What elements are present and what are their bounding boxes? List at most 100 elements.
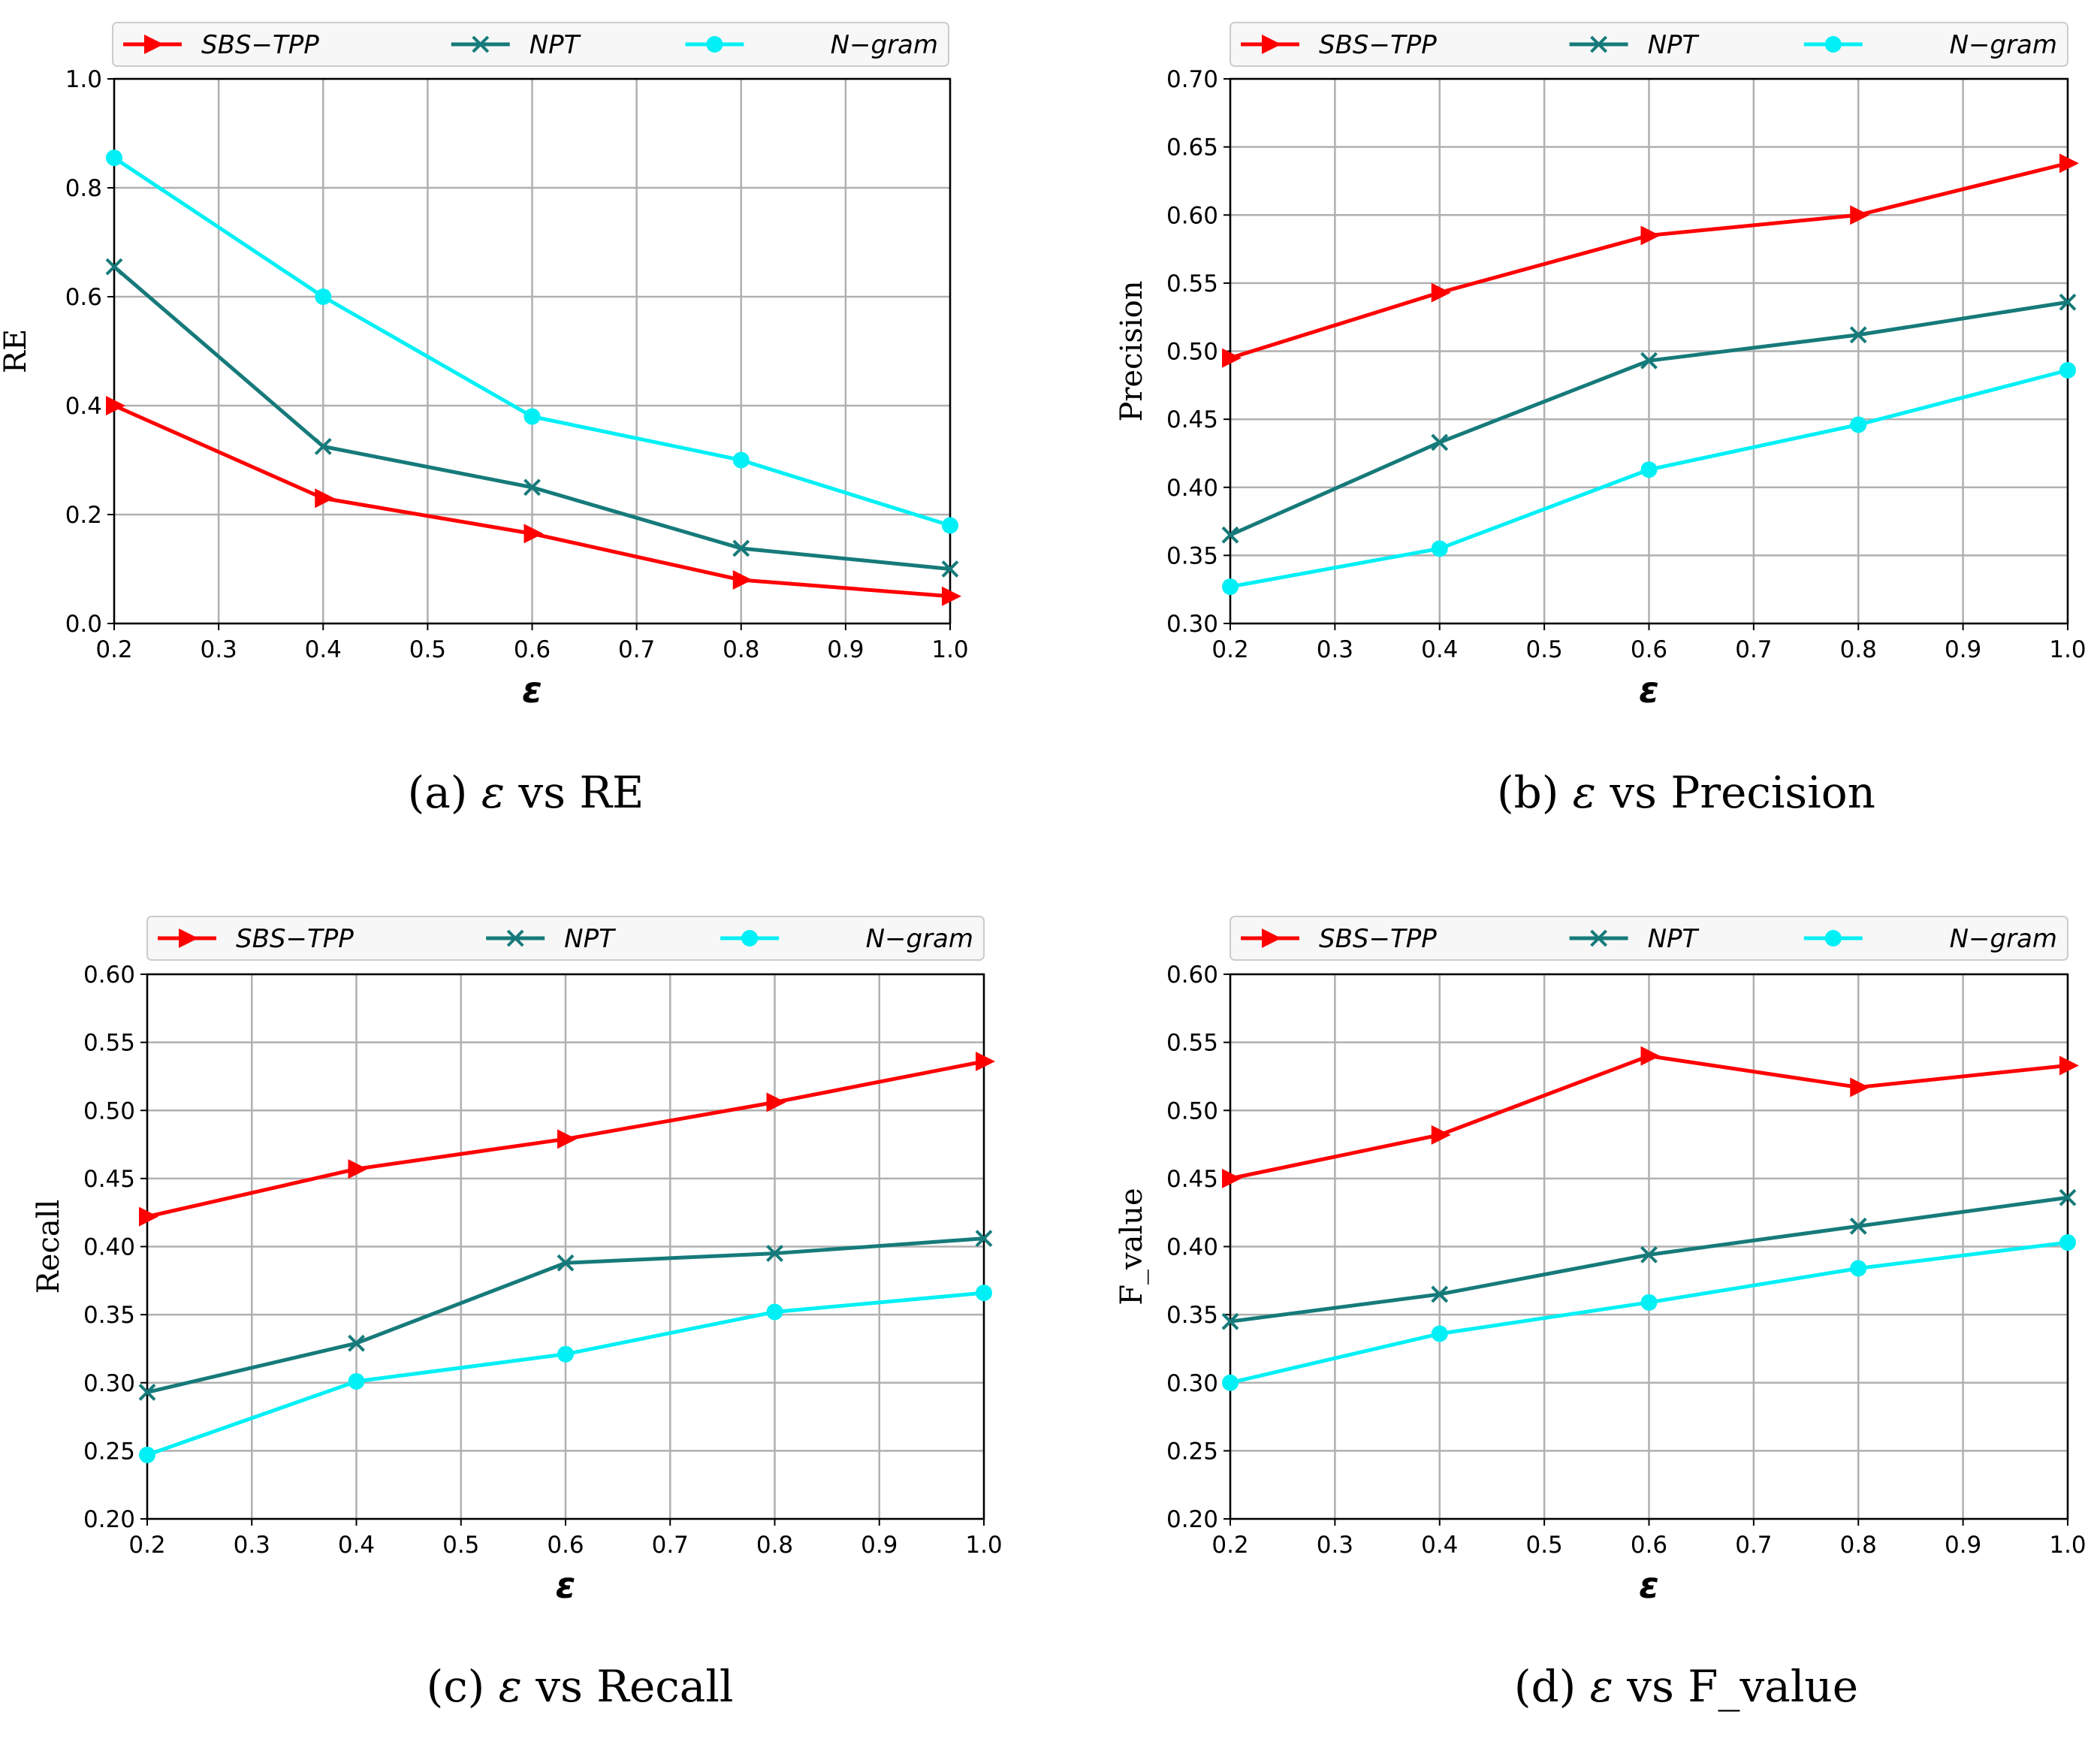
data-point-2 (942, 517, 958, 534)
y-tick-label: 0.55 (1166, 1030, 1218, 1057)
x-tick-label: 0.2 (1211, 1532, 1248, 1559)
data-point-2 (557, 1345, 574, 1363)
y-tick-label: 0.40 (1166, 1234, 1218, 1261)
data-point-0 (732, 570, 753, 590)
data-point-2 (1850, 416, 1867, 433)
data-point-0 (557, 1129, 577, 1149)
y-tick-label: 0.30 (83, 1370, 135, 1397)
legend-marker-0 (144, 35, 164, 54)
y-tick-label: 0.2 (65, 502, 102, 529)
x-tick-label: 0.2 (95, 636, 132, 663)
data-point-2 (139, 1446, 155, 1463)
legend-label-0: SBS−TPP (1319, 30, 1437, 60)
data-point-1 (523, 479, 541, 497)
y-tick-label: 0.25 (1166, 1438, 1218, 1465)
data-point-0 (942, 586, 961, 606)
x-tick-label: 1.0 (931, 636, 968, 663)
data-point-0 (1222, 1168, 1242, 1188)
data-point-2 (1222, 1374, 1239, 1391)
x-tick-label: 0.3 (1317, 636, 1353, 663)
y-tick-label: 0.45 (1166, 406, 1218, 433)
x-tick-label: 0.4 (305, 636, 342, 663)
legend-box (146, 916, 985, 961)
x-tick-label: 0.6 (547, 1532, 584, 1559)
legend-box (1230, 916, 2068, 961)
data-point-1 (1221, 526, 1239, 544)
data-point-0 (1850, 205, 1870, 225)
y-tick-label: 0.25 (83, 1438, 135, 1465)
y-tick-label: 0.60 (1166, 962, 1218, 989)
legend-marker-1 (472, 35, 490, 53)
y-tick-label: 0.20 (1166, 1506, 1218, 1533)
data-point-1 (1849, 326, 1867, 344)
x-tick-label: 0.8 (1840, 636, 1877, 663)
data-point-2 (106, 149, 122, 167)
y-tick-label: 0.60 (1166, 202, 1218, 229)
data-point-0 (1431, 1125, 1451, 1145)
y-axis-label: F_value (1115, 1188, 1149, 1305)
legend-marker-0 (1262, 35, 1281, 54)
data-point-1 (941, 560, 959, 578)
data-point-2 (1222, 578, 1239, 596)
panel-caption: (d) ε vs F_value (1514, 1661, 1858, 1712)
data-point-1 (138, 1384, 156, 1401)
data-point-1 (1221, 1312, 1239, 1330)
data-point-1 (2059, 1188, 2077, 1206)
legend: SBS−TPP NPT N−gram (1230, 22, 2068, 67)
x-tick-label: 0.6 (1631, 1532, 1667, 1559)
x-tick-label: 0.9 (861, 1532, 898, 1559)
y-tick-label: 0.35 (1166, 542, 1218, 569)
data-point-0 (348, 1159, 368, 1179)
x-tick-label: 0.9 (1945, 636, 1981, 663)
x-tick-label: 1.0 (2049, 636, 2086, 663)
data-point-0 (766, 1092, 786, 1113)
legend-label-1: NPT (1648, 924, 1700, 954)
x-tick-label: 0.9 (827, 636, 864, 663)
y-tick-label: 0.50 (1166, 339, 1218, 366)
y-tick-label: 0.4 (65, 393, 102, 420)
legend-label-2: N−gram (1950, 924, 2057, 954)
x-tick-label: 0.4 (338, 1532, 375, 1559)
y-tick-label: 0.65 (1166, 134, 1218, 162)
y-tick-label: 0.20 (83, 1506, 135, 1533)
data-point-1 (975, 1230, 993, 1248)
x-tick-label: 0.7 (618, 636, 655, 663)
legend-box (112, 22, 949, 67)
x-tick-label: 0.4 (1421, 1532, 1458, 1559)
x-tick-label: 1.0 (965, 1532, 1002, 1559)
data-point-0 (2059, 153, 2079, 174)
x-tick-label: 0.7 (652, 1532, 689, 1559)
legend-marker-2 (1824, 36, 1842, 53)
legend-label-0: SBS−TPP (1319, 924, 1437, 954)
x-tick-label: 0.6 (1631, 636, 1667, 663)
legend-box (1230, 22, 2068, 67)
data-point-1 (732, 539, 750, 557)
panel-c: 0.2 0.3 0.4 0.5 0.6 0.7 0.8 0.9 1.0 0.20 0.25 0.30 0… (32, 916, 1003, 1712)
y-tick-label: 0.40 (83, 1234, 135, 1261)
data-point-2 (1640, 461, 1658, 479)
data-point-1 (2059, 293, 2077, 311)
data-point-2 (976, 1285, 992, 1302)
data-point-0 (1850, 1077, 1870, 1097)
panel-caption: (b) ε vs Precision (1497, 767, 1875, 818)
legend-marker-1 (1590, 35, 1607, 53)
y-tick-label: 0.45 (83, 1166, 135, 1193)
panel-caption: (a) ε vs RE (408, 767, 644, 818)
data-point-2 (1640, 1294, 1658, 1311)
legend-label-2: N−gram (1950, 30, 2057, 60)
legend-label-1: NPT (564, 924, 616, 954)
panel-caption: (c) ε vs Recall (427, 1661, 734, 1712)
legend-marker-1 (1590, 929, 1607, 947)
y-tick-label: 0.6 (65, 284, 102, 311)
y-tick-label: 0.8 (65, 175, 102, 202)
x-tick-label: 0.8 (1840, 1532, 1877, 1559)
data-point-0 (523, 524, 544, 544)
data-point-2 (523, 408, 541, 425)
y-axis-label: RE (0, 329, 33, 373)
data-point-2 (315, 288, 332, 305)
y-tick-label: 0.35 (1166, 1302, 1218, 1329)
x-tick-label: 0.3 (200, 636, 237, 663)
y-tick-label: 0.70 (1166, 66, 1218, 93)
data-point-2 (2059, 361, 2076, 379)
x-tick-label: 0.5 (442, 1532, 479, 1559)
